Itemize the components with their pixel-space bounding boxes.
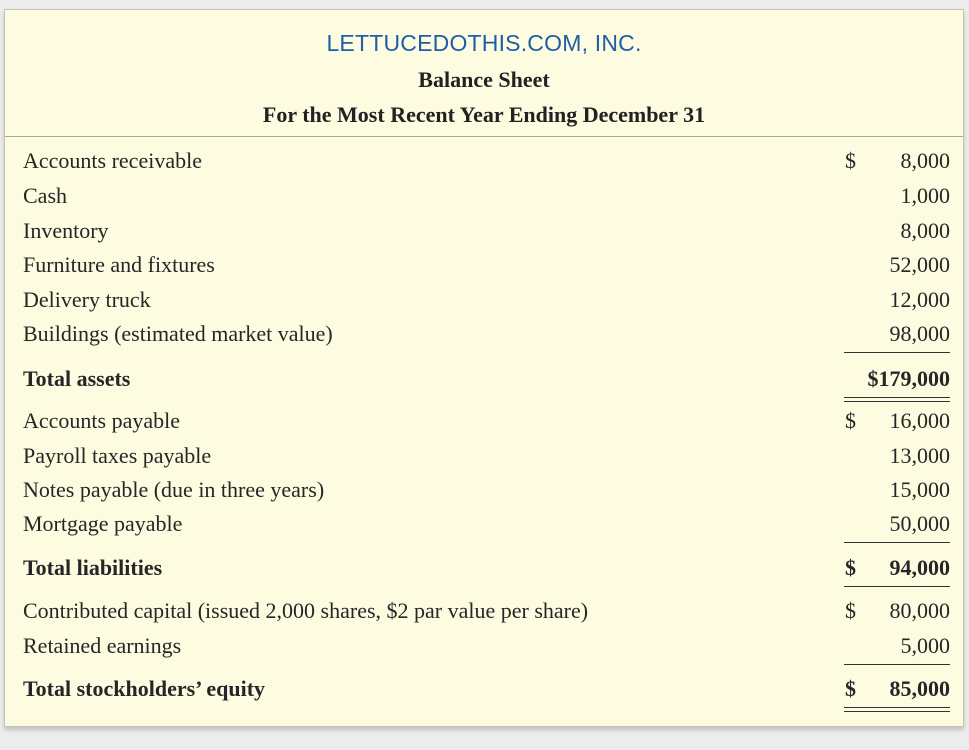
- line-item-label: Furniture and fixtures: [23, 252, 215, 277]
- amount-value: 94,000: [889, 555, 951, 580]
- line-item-notes-payable: Notes payable (due in three years) 15,00…: [23, 477, 950, 507]
- total-equity-row: Total stockholders’ equity $ 85,000: [23, 676, 950, 706]
- amount-value: 15,000: [889, 477, 951, 502]
- line-item-buildings: Buildings (estimated market value) 98,00…: [23, 321, 950, 351]
- line-item-inventory: Inventory 8,000: [23, 218, 950, 248]
- statement-title: Balance Sheet: [418, 67, 550, 92]
- balance-sheet-panel: LETTUCEDOTHIS.COM, INC. Balance Sheet Fo…: [4, 9, 964, 727]
- company-name: LETTUCEDOTHIS.COM, INC.: [326, 30, 642, 56]
- double-rule-bottom: [844, 401, 950, 402]
- line-item-payroll-taxes-payable: Payroll taxes payable 13,000: [23, 443, 950, 473]
- statement-period: For the Most Recent Year Ending December…: [262, 102, 706, 127]
- currency-symbol: $: [845, 148, 856, 173]
- total-liabilities-row: Total liabilities $ 94,000: [23, 555, 950, 585]
- amount-value: 12,000: [889, 287, 951, 312]
- total-assets-row: Total assets $179,000: [23, 366, 950, 396]
- amount-value: 5,000: [900, 633, 951, 658]
- line-item-accounts-receivable: Accounts receivable $ 8,000: [23, 148, 950, 178]
- line-item-furniture-and-fixtures: Furniture and fixtures 52,000: [23, 252, 950, 282]
- amount-value: 1,000: [900, 183, 951, 208]
- subtotal-rule: [844, 542, 950, 543]
- amount-value: 13,000: [889, 443, 951, 468]
- line-item-cash: Cash 1,000: [23, 183, 950, 213]
- total-label: Total assets: [23, 366, 131, 391]
- currency-symbol: $: [845, 408, 856, 433]
- currency-symbol: $: [845, 598, 856, 623]
- line-item-label: Delivery truck: [23, 287, 151, 312]
- line-item-label: Accounts payable: [23, 408, 180, 433]
- amount-value: 80,000: [889, 598, 951, 623]
- amount-value: 85,000: [889, 676, 951, 701]
- line-item-label: Accounts receivable: [23, 148, 202, 173]
- double-rule-top: [844, 397, 950, 398]
- total-rule: [844, 586, 950, 587]
- line-item-label: Buildings (estimated market value): [23, 321, 333, 346]
- currency-symbol: $: [845, 555, 856, 580]
- line-item-label: Retained earnings: [23, 633, 182, 658]
- line-item-label: Contributed capital (issued 2,000 shares…: [23, 598, 589, 623]
- line-item-contributed-capital: Contributed capital (issued 2,000 shares…: [23, 598, 950, 628]
- total-label: Total stockholders’ equity: [23, 676, 266, 701]
- amount-value: 98,000: [889, 321, 951, 346]
- line-item-mortgage-payable: Mortgage payable 50,000: [23, 511, 950, 541]
- amount-value: 16,000: [889, 408, 951, 433]
- line-item-label: Inventory: [23, 218, 109, 243]
- line-item-label: Mortgage payable: [23, 511, 183, 536]
- amount-value: 52,000: [889, 252, 951, 277]
- currency-symbol: $: [845, 676, 856, 701]
- line-item-retained-earnings: Retained earnings 5,000: [23, 633, 950, 663]
- double-rule-bottom: [844, 711, 950, 712]
- subtotal-rule: [844, 352, 950, 353]
- double-rule-top: [844, 707, 950, 708]
- line-item-label: Notes payable (due in three years): [23, 477, 325, 502]
- line-item-accounts-payable: Accounts payable $ 16,000: [23, 408, 950, 438]
- amount-value: $179,000: [867, 366, 951, 391]
- amount-value: 8,000: [900, 148, 951, 173]
- amount-value: 50,000: [889, 511, 951, 536]
- statement-header: LETTUCEDOTHIS.COM, INC. Balance Sheet Fo…: [5, 10, 963, 137]
- total-label: Total liabilities: [23, 555, 163, 580]
- line-item-delivery-truck: Delivery truck 12,000: [23, 287, 950, 317]
- line-item-label: Cash: [23, 183, 67, 208]
- amount-value: 8,000: [900, 218, 951, 243]
- line-item-label: Payroll taxes payable: [23, 443, 212, 468]
- subtotal-rule: [844, 664, 950, 665]
